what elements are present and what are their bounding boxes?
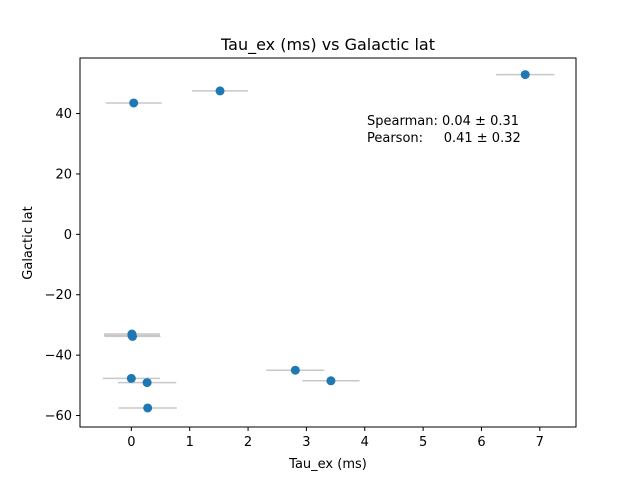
y-axis: −60 −40 −20 0 20 40 <box>45 107 80 424</box>
x-tick-label: 6 <box>477 435 485 450</box>
x-tick-label: 2 <box>244 435 252 450</box>
y-tick-label: −20 <box>45 288 72 303</box>
data-point <box>290 365 300 375</box>
data-point <box>126 373 136 383</box>
x-tick-label: 3 <box>302 435 310 450</box>
x-tick-label: 0 <box>127 435 135 450</box>
data-point <box>520 70 530 80</box>
data-point <box>142 378 152 388</box>
data-point <box>326 376 336 386</box>
chart-title: Tau_ex (ms) vs Galactic lat <box>220 35 435 55</box>
y-axis-label: Galactic lat <box>21 206 36 279</box>
x-tick-label: 5 <box>419 435 427 450</box>
data-point <box>128 331 138 341</box>
spearman-annotation: Spearman: 0.04 ± 0.31 <box>367 114 519 129</box>
x-axis: 0 1 2 3 4 5 6 7 <box>127 427 544 450</box>
y-tick-label: −40 <box>45 349 72 364</box>
x-tick-label: 4 <box>361 435 369 450</box>
data-point <box>215 86 225 96</box>
data-point <box>143 403 153 413</box>
point-layer <box>126 70 530 413</box>
x-tick-label: 7 <box>536 435 544 450</box>
pearson-annotation: Pearson: 0.41 ± 0.32 <box>367 131 521 146</box>
plot-frame <box>79 57 577 428</box>
data-point <box>129 98 139 108</box>
y-tick-label: 0 <box>64 228 72 243</box>
y-tick-label: 20 <box>55 167 72 182</box>
y-tick-label: −60 <box>45 409 72 424</box>
x-tick-label: 1 <box>186 435 194 450</box>
y-tick-label: 40 <box>55 107 72 122</box>
x-axis-label: Tau_ex (ms) <box>288 457 367 472</box>
